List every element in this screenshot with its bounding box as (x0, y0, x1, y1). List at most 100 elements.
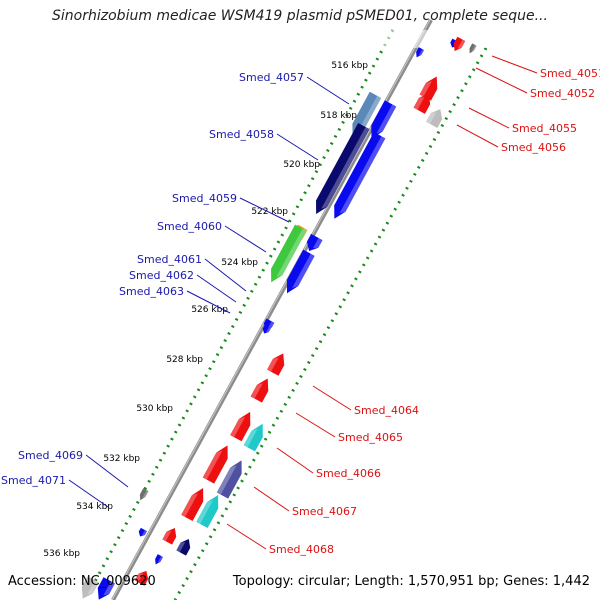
gene-rb[interactable] (176, 536, 193, 556)
gene-small-blue-a-shine (418, 49, 425, 56)
gene-4071[interactable] (137, 527, 147, 538)
leader-line (204, 258, 247, 292)
gene-bottom-blue[interactable] (93, 577, 115, 600)
leader-line (85, 454, 129, 488)
top-fade (0, 30, 600, 48)
gene-label-reverse[interactable]: Smed_4055 (512, 122, 577, 135)
gene-4064-shine (267, 357, 279, 372)
gene-ra[interactable] (162, 525, 179, 545)
gene-label-reverse[interactable]: Smed_4065 (338, 431, 403, 444)
gene-4062-shine (292, 253, 315, 288)
gene-ra-shine (162, 530, 172, 542)
tick-label: 536 kbp (43, 549, 80, 559)
leader-line (491, 55, 538, 74)
gene-4063b-shine (266, 326, 271, 333)
gene-4057b-shine (376, 104, 397, 134)
gene-bottom-grey-shine (87, 580, 99, 595)
gene-4058b-shine (339, 136, 386, 214)
gene-label-forward[interactable]: Smed_4058 (209, 128, 274, 141)
gene-4052-shine (471, 44, 477, 52)
gene-4067b-body (216, 460, 242, 499)
gene-4067b-shine (216, 465, 237, 495)
gene-4056-body (425, 109, 443, 129)
gene-4060-body (271, 224, 307, 283)
gene-small-blue-a[interactable] (414, 47, 425, 59)
gene-4052[interactable] (467, 43, 477, 54)
gene-4058b[interactable] (329, 132, 386, 222)
gene-label-forward[interactable]: Smed_4060 (157, 220, 222, 233)
leader-line (239, 197, 290, 223)
tick-label: 530 kbp (136, 404, 173, 414)
gene-4052-body (469, 43, 477, 54)
gene-label-forward[interactable]: Smed_4062 (129, 269, 194, 282)
leader-line (68, 479, 109, 508)
gene-4065[interactable] (250, 375, 274, 403)
gene-rb-shine (176, 541, 186, 553)
gene-rc[interactable] (134, 568, 151, 586)
tick-label: 528 kbp (166, 355, 203, 365)
gene-4066a[interactable] (230, 409, 256, 442)
gene-4051-body (453, 36, 466, 52)
gene-small-blue-a-body (416, 47, 425, 58)
gene-label-forward[interactable]: Smed_4059 (172, 192, 237, 205)
gene-label-forward[interactable]: Smed_4063 (119, 285, 184, 298)
gene-4060[interactable] (265, 224, 307, 286)
tick-label: 534 kbp (76, 502, 113, 512)
gene-4063b-body (262, 324, 271, 334)
gene-4057b-body (371, 100, 397, 139)
leader-line (253, 486, 290, 512)
gene-bottom-grey-body (81, 576, 99, 599)
gene-label-forward[interactable]: Smed_4057 (239, 71, 304, 84)
leader-line (295, 412, 336, 438)
map-title: Sinorhizobium medicae WSM419 plasmid pSM… (52, 8, 548, 24)
gene-4068b-shine (196, 500, 214, 525)
leader-line (475, 67, 528, 94)
gene-4067a[interactable] (202, 442, 234, 484)
gene-label-reverse[interactable]: Smed_4066 (316, 467, 381, 480)
gene-4064-body (267, 353, 285, 376)
leader-line (276, 133, 319, 161)
tick-label: 526 kbp (191, 305, 228, 315)
gene-label-reverse[interactable]: Smed_4068 (269, 543, 334, 556)
gene-label-forward[interactable]: Smed_4071 (1, 474, 66, 487)
gene-4062[interactable] (281, 249, 315, 297)
gene-4067b[interactable] (216, 457, 248, 499)
gene-4071-body (138, 527, 147, 537)
gene-4058-body (316, 122, 370, 214)
gene-bottom-grey[interactable] (77, 576, 99, 600)
tick-label: 532 kbp (103, 454, 140, 464)
gene-label-reverse[interactable]: Smed_4064 (354, 404, 419, 417)
gene-4055a-body (419, 76, 438, 101)
gene-label-reverse[interactable]: Smed_4056 (501, 141, 566, 154)
leader-line (196, 274, 237, 303)
tick-label: 518 kbp (320, 111, 357, 121)
gene-4069[interactable] (138, 488, 149, 501)
gene-rd[interactable] (153, 554, 164, 566)
gene-label-reverse[interactable]: Smed_4051 (540, 67, 600, 80)
gene-4063b[interactable] (261, 324, 271, 335)
gene-4055a-shine (419, 81, 432, 97)
gene-4051[interactable] (451, 36, 466, 54)
gene-4058b-body (334, 132, 386, 219)
gene-4064[interactable] (267, 350, 289, 376)
gene-label-forward[interactable]: Smed_4069 (18, 449, 83, 462)
gene-label-reverse[interactable]: Smed_4052 (530, 87, 595, 100)
leader-line (306, 76, 350, 105)
gene-4066b[interactable] (243, 421, 269, 452)
gene-4056[interactable] (425, 106, 446, 129)
topology-text: Topology: circular; Length: 1,570,951 bp… (232, 574, 590, 589)
gene-4055b[interactable] (413, 90, 435, 114)
gene-4068b[interactable] (196, 492, 224, 529)
gene-4068a-shine (181, 493, 199, 518)
gene-4068a[interactable] (181, 485, 209, 522)
tick-label: 520 kbp (283, 160, 320, 170)
tick-label: 524 kbp (221, 258, 258, 268)
gene-4057b[interactable] (366, 100, 397, 141)
gene-4061[interactable] (303, 233, 323, 254)
gene-label-reverse[interactable]: Smed_4067 (292, 505, 357, 518)
gene-4055a[interactable] (419, 73, 443, 101)
gene-label-forward[interactable]: Smed_4061 (137, 253, 202, 266)
gene-4068a-body (181, 488, 204, 522)
gene-4058[interactable] (310, 122, 370, 217)
leader-line (224, 225, 267, 253)
